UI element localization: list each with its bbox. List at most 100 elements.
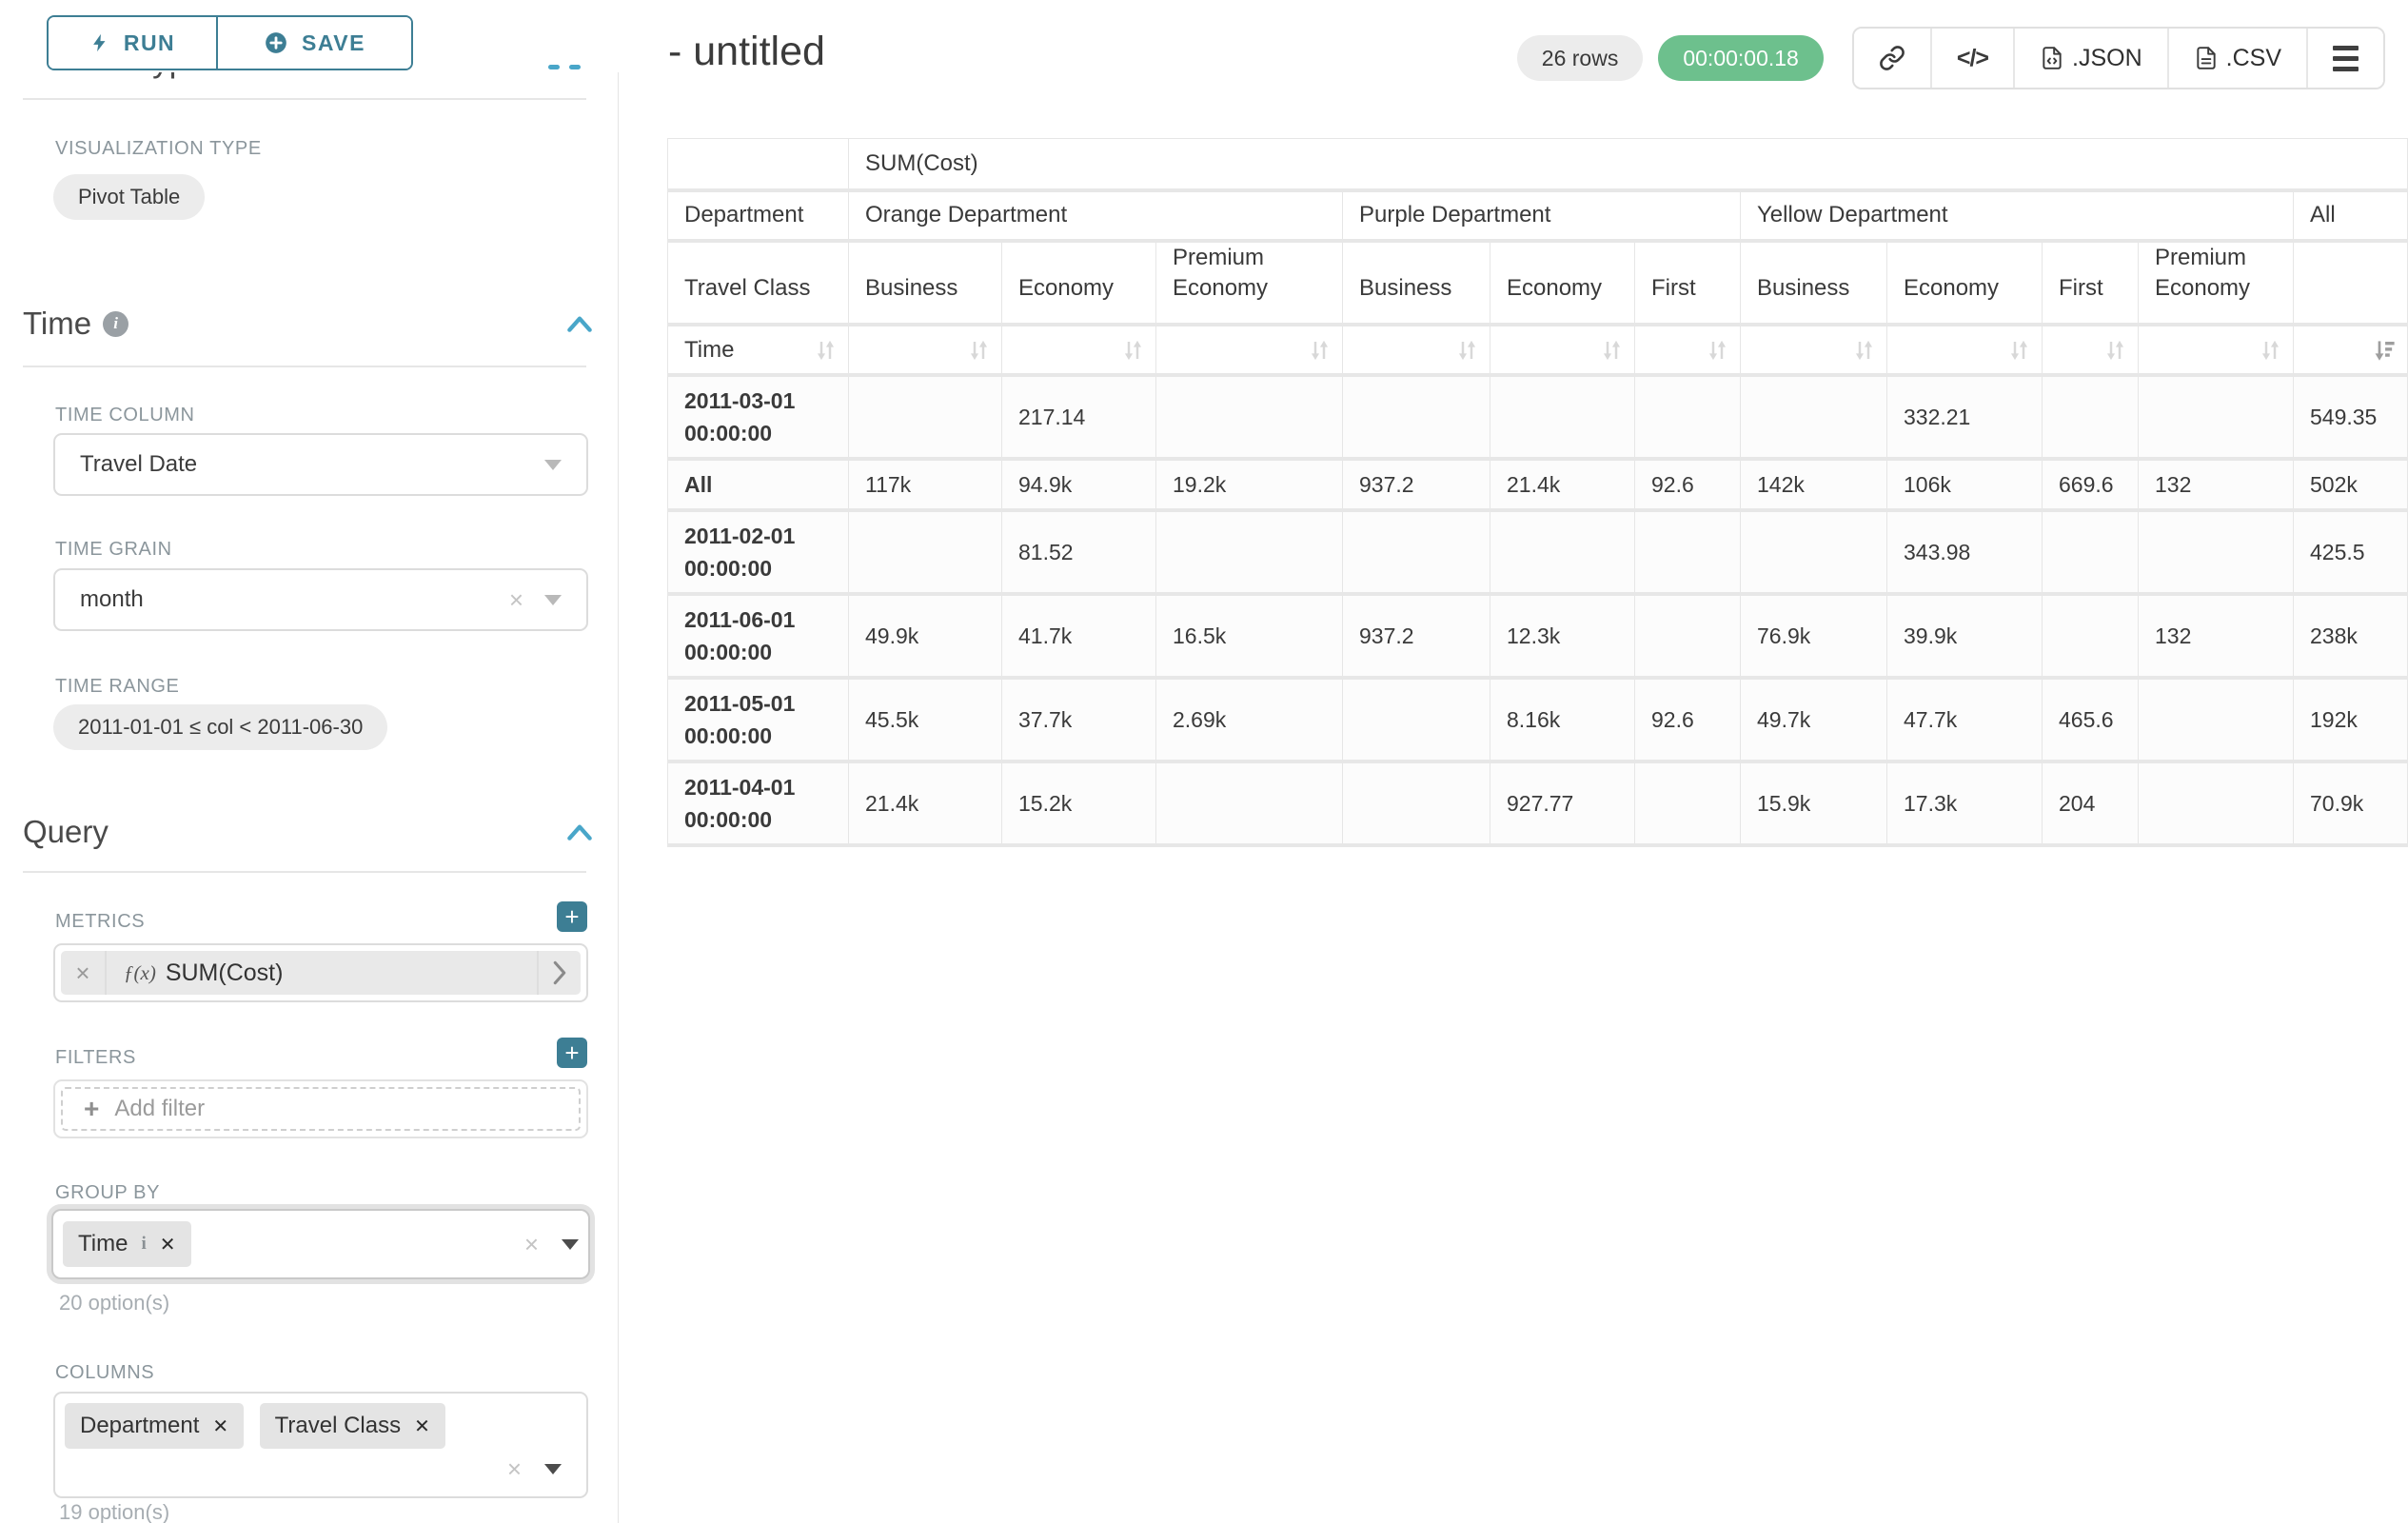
pivot-leaf-col-header: Economy (1490, 240, 1635, 327)
pivot-value-cell: 15.9k (1740, 761, 1887, 848)
pivot-row-label: 2011-03-01 00:00:00 (667, 374, 849, 462)
copy-link-button[interactable] (1853, 29, 1932, 88)
pivot-value-cell (1342, 761, 1490, 848)
columns-tag[interactable]: Travel Class ✕ (259, 1403, 445, 1449)
columns-options-hint: 19 option(s) (59, 1500, 170, 1523)
pivot-value-cell (1634, 374, 1741, 462)
sort-icon[interactable] (1599, 337, 1625, 363)
time-section-header[interactable]: Time i (23, 306, 595, 342)
pivot-value-cell (2138, 677, 2294, 764)
pivot-value-cell: 8.16k (1490, 677, 1635, 764)
pivot-value-cell (2042, 374, 2139, 462)
chevron-right-icon[interactable] (537, 951, 581, 995)
pivot-row-dimension-header: Travel Class (667, 240, 849, 327)
sort-icon[interactable] (1705, 337, 1730, 363)
chevron-up-icon[interactable] (564, 821, 595, 842)
sort-icon[interactable] (813, 337, 839, 363)
pivot-value-cell: 142k (1740, 458, 1887, 513)
pivot-sort-header[interactable] (1001, 324, 1156, 378)
remove-tag-icon[interactable]: ✕ (212, 1415, 229, 1437)
pivot-sort-header[interactable] (1155, 324, 1343, 378)
remove-tag-icon[interactable]: ✕ (414, 1415, 430, 1437)
time-column-select[interactable]: Travel Date (53, 433, 588, 496)
pivot-value-cell: 92.6 (1634, 458, 1741, 513)
visualization-type-pill[interactable]: Pivot Table (53, 174, 206, 220)
pivot-col-group-header: Yellow Department (1740, 189, 2294, 243)
pivot-value-cell (1634, 593, 1741, 681)
time-grain-select[interactable]: month × (53, 568, 588, 631)
pivot-table-container: SUM(Cost) Department Orange Department Purp… (667, 138, 2408, 848)
menu-button[interactable] (2308, 29, 2383, 88)
pivot-value-cell: 2.69k (1155, 677, 1343, 764)
sort-icon[interactable] (1851, 337, 1877, 363)
pivot-sort-header[interactable] (1490, 324, 1635, 378)
chevron-up-icon[interactable] (564, 313, 595, 334)
export-csv-button[interactable]: .CSV (2168, 29, 2308, 88)
sort-icon[interactable] (2258, 337, 2283, 363)
pivot-corner-cell (667, 138, 849, 192)
csv-file-icon (2196, 47, 2216, 69)
remove-metric-icon[interactable]: × (61, 951, 107, 995)
pivot-value-cell (2138, 374, 2294, 462)
sort-icon[interactable] (1454, 337, 1480, 363)
metric-pill[interactable]: × ƒ(x) SUM(Cost) (61, 951, 581, 995)
pivot-value-cell (1342, 677, 1490, 764)
json-file-icon (2043, 47, 2062, 69)
pivot-value-cell: 47.7k (1886, 677, 2043, 764)
pivot-value-cell: 192k (2293, 677, 2408, 764)
pivot-value-cell (2138, 509, 2294, 597)
sort-icon[interactable] (1120, 337, 1146, 363)
columns-tag[interactable]: Department ✕ (65, 1403, 245, 1449)
pivot-row-label: 2011-02-01 00:00:00 (667, 509, 849, 597)
sort-descending-icon[interactable] (2372, 337, 2398, 363)
sort-icon[interactable] (1307, 337, 1332, 363)
pivot-value-cell: 502k (2293, 458, 2408, 513)
clear-icon[interactable]: × (508, 585, 523, 614)
time-range-pill[interactable]: 2011-01-01 ≤ col < 2011-06-30 (53, 704, 388, 750)
pivot-row-label: All (667, 458, 849, 513)
pivot-col-group-header: Orange Department (848, 189, 1343, 243)
pivot-sort-header[interactable] (848, 324, 1002, 378)
add-metric-button[interactable]: + (557, 901, 587, 932)
pivot-leaf-col-header (2293, 240, 2408, 327)
pivot-value-cell: 669.6 (2042, 458, 2139, 513)
add-filter-dropzone[interactable]: + Add filter (61, 1087, 581, 1131)
embed-code-button[interactable]: </> (1931, 29, 2016, 88)
group-by-select[interactable]: Time i ✕ × (51, 1209, 590, 1279)
time-range-label: TIME RANGE (55, 676, 180, 697)
pivot-sort-header[interactable] (2293, 324, 2408, 378)
save-button[interactable]: SAVE (218, 17, 411, 69)
time-grain-value: month (80, 586, 144, 612)
pivot-metric-header: SUM(Cost) (848, 138, 2408, 192)
chevron-down-icon (544, 459, 562, 470)
pivot-sort-header[interactable] (1634, 324, 1741, 378)
pivot-sort-header[interactable] (1740, 324, 1887, 378)
pivot-value-cell (1342, 509, 1490, 597)
clear-icon[interactable]: × (506, 1454, 522, 1483)
pivot-value-cell: 45.5k (848, 677, 1002, 764)
time-column-value: Travel Date (80, 451, 198, 477)
pivot-sort-header[interactable] (1342, 324, 1490, 378)
pivot-value-cell: 94.9k (1001, 458, 1156, 513)
pivot-sort-header[interactable] (2042, 324, 2139, 378)
pivot-value-cell: 132 (2138, 593, 2294, 681)
remove-tag-icon[interactable]: ✕ (159, 1234, 176, 1256)
pivot-row-label: 2011-05-01 00:00:00 (667, 677, 849, 764)
run-button[interactable]: RUN (49, 17, 218, 69)
columns-select[interactable]: Department ✕ Travel Class ✕ × (53, 1392, 588, 1498)
add-filter-plus-button[interactable]: + (557, 1038, 587, 1068)
group-by-tag[interactable]: Time i ✕ (63, 1221, 191, 1267)
pivot-sort-header[interactable] (2138, 324, 2294, 378)
clear-icon[interactable]: × (523, 1230, 539, 1258)
query-section-header[interactable]: Query (23, 814, 595, 850)
sort-icon[interactable] (2006, 337, 2032, 363)
sort-icon[interactable] (966, 337, 992, 363)
chart-title[interactable]: - untitled (668, 29, 825, 74)
export-json-button[interactable]: .JSON (2015, 29, 2169, 88)
pivot-sort-header[interactable]: Time (667, 324, 849, 378)
pivot-sort-header[interactable] (1886, 324, 2043, 378)
plus-circle-icon (266, 32, 286, 53)
pivot-value-cell (848, 509, 1002, 597)
sort-icon[interactable] (2102, 337, 2128, 363)
pivot-value-cell: 70.9k (2293, 761, 2408, 848)
